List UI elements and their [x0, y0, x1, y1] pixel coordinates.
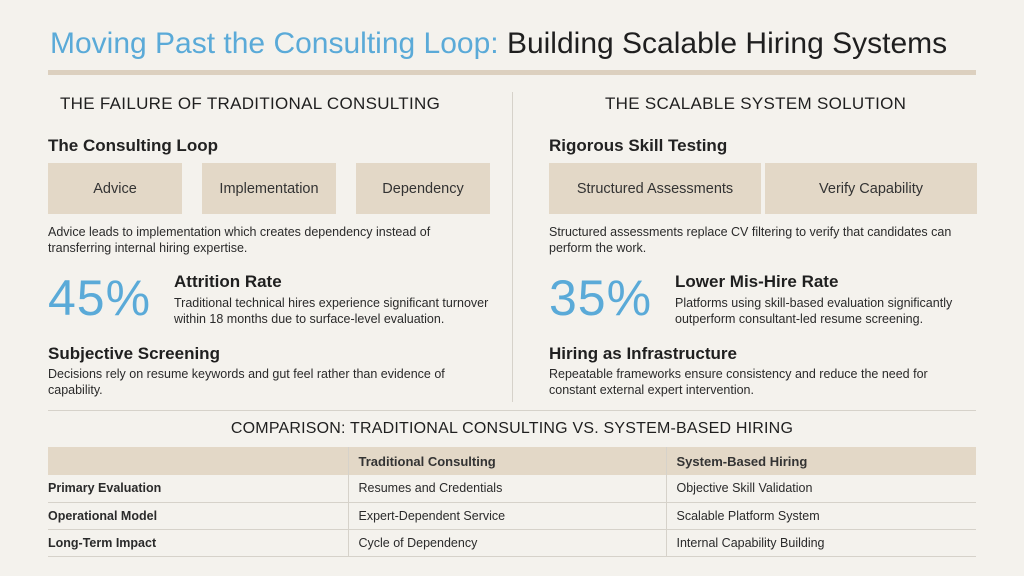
- right-section-heading: THE SCALABLE SYSTEM SOLUTION: [605, 94, 907, 113]
- comparison-title: COMPARISON: TRADITIONAL CONSULTING VS. S…: [230, 420, 794, 437]
- attrition-stat-title: Attrition Rate: [174, 272, 282, 291]
- skill-testing-steps: Structured Assessments Verify Capability: [549, 163, 977, 214]
- comparison-table: Traditional Consulting System-Based Hiri…: [48, 447, 976, 557]
- mis-hire-stat-description: Platforms using skill-based evaluation s…: [675, 296, 953, 326]
- traditional-consulting-column: THE FAILURE OF TRADITIONAL CONSULTING Th…: [48, 92, 490, 404]
- loop-step-advice: Advice: [48, 163, 182, 214]
- hiring-infrastructure-title: Hiring as Infrastructure: [549, 344, 737, 363]
- table-cell: Scalable Platform System: [665, 502, 976, 530]
- subjective-screening-description: Decisions rely on resume keywords and gu…: [48, 367, 445, 397]
- row-label: Primary Evaluation: [48, 475, 348, 503]
- page-title: Moving Past the Consulting Loop: Buildin…: [50, 26, 980, 62]
- table-divider: [48, 410, 976, 411]
- loop-step-implementation: Implementation: [202, 163, 336, 214]
- title-highlight: Moving Past the Consulting Loop:: [50, 27, 499, 60]
- column-divider: [512, 92, 513, 402]
- table-cell: Internal Capability Building: [665, 529, 976, 557]
- title-underline: [48, 70, 976, 75]
- hiring-infrastructure-description: Repeatable frameworks ensure consistency…: [549, 367, 928, 397]
- table-row: Long-Term Impact Cycle of Dependency Int…: [48, 529, 976, 557]
- right-description: Structured assessments replace CV filter…: [549, 225, 952, 255]
- attrition-stat-description: Traditional technical hires experience s…: [174, 296, 489, 326]
- left-description: Advice leads to implementation which cre…: [48, 225, 431, 255]
- table-row: Primary Evaluation Resumes and Credentia…: [48, 475, 976, 503]
- table-header-cell: Traditional Consulting: [347, 447, 666, 475]
- consulting-loop-steps: Advice Implementation Dependency: [48, 163, 490, 214]
- loop-step-dependency: Dependency: [356, 163, 490, 214]
- table-header-cell: [48, 447, 348, 475]
- table-cell: Objective Skill Validation: [665, 475, 976, 503]
- table-cell: Expert-Dependent Service: [347, 502, 666, 530]
- title-rest: Building Scalable Hiring Systems: [498, 27, 948, 60]
- table-cell: Resumes and Credentials: [347, 475, 666, 503]
- table-header-row: Traditional Consulting System-Based Hiri…: [48, 447, 976, 475]
- scalable-system-column: THE SCALABLE SYSTEM SOLUTION Rigorous Sk…: [549, 92, 979, 404]
- row-label: Operational Model: [48, 502, 348, 530]
- table-cell: Cycle of Dependency: [347, 529, 666, 557]
- table-header-cell: System-Based Hiring: [665, 447, 976, 475]
- right-subheading: Rigorous Skill Testing: [549, 136, 728, 155]
- mis-hire-stat-title: Lower Mis-Hire Rate: [675, 272, 839, 291]
- table-row: Operational Model Expert-Dependent Servi…: [48, 502, 976, 530]
- step-structured-assessments: Structured Assessments: [549, 163, 761, 214]
- attrition-stat-value: 45%: [48, 270, 152, 326]
- left-section-heading: THE FAILURE OF TRADITIONAL CONSULTING: [60, 94, 441, 113]
- mis-hire-stat-value: 35%: [549, 270, 653, 326]
- left-subheading: The Consulting Loop: [48, 136, 218, 155]
- step-verify-capability: Verify Capability: [765, 163, 977, 214]
- row-label: Long-Term Impact: [48, 529, 348, 557]
- subjective-screening-title: Subjective Screening: [48, 344, 220, 363]
